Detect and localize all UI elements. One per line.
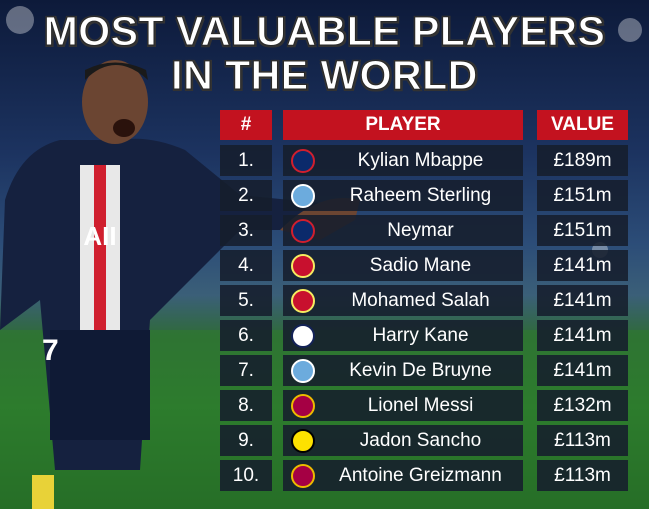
player-name: Antoine Greizmann	[339, 465, 502, 486]
club-badge	[291, 324, 315, 348]
rank-cell: 9.	[220, 425, 272, 456]
rank-cell: 7.	[220, 355, 272, 386]
title-line: MOST VALUABLE PLAYERS	[43, 8, 606, 55]
club-badge	[291, 394, 315, 418]
column-header: PLAYER	[283, 110, 523, 140]
column-header: #	[220, 110, 272, 140]
value-cell: £151m	[537, 180, 628, 211]
player-cell	[283, 320, 523, 351]
player-name: Sadio Mane	[369, 255, 472, 276]
value-cell: £113m	[537, 425, 628, 456]
rank-cell: 10.	[220, 460, 272, 491]
rank-cell: 3.	[220, 215, 272, 246]
column-header: VALUE	[537, 110, 628, 140]
player-cell	[283, 250, 523, 281]
player-name: Jadon Sancho	[359, 430, 482, 451]
club-badge	[291, 254, 315, 278]
player-cell	[283, 425, 523, 456]
player-cell	[283, 460, 523, 491]
club-badge	[291, 149, 315, 173]
player-name: Kevin De Bruyne	[349, 360, 492, 381]
value-cell: £141m	[537, 355, 628, 386]
club-badge	[291, 464, 315, 488]
player-name: Lionel Messi	[367, 395, 474, 416]
club-badge	[291, 219, 315, 243]
rank-cell: 2.	[220, 180, 272, 211]
shirt-logo: AII	[83, 221, 116, 251]
player-cell	[283, 180, 523, 211]
player-name: Raheem Sterling	[349, 185, 492, 206]
rank-cell: 4.	[220, 250, 272, 281]
club-badge	[291, 184, 315, 208]
rank-cell: 5.	[220, 285, 272, 316]
value-cell: £189m	[537, 145, 628, 176]
club-badge	[291, 429, 315, 453]
title-line: IN THE WORLD	[171, 52, 478, 99]
player-name: Mohamed Salah	[351, 290, 490, 311]
value-cell: £113m	[537, 460, 628, 491]
player-name: Neymar	[387, 220, 454, 241]
value-cell: £141m	[537, 320, 628, 351]
value-cell: £141m	[537, 285, 628, 316]
player-cell	[283, 145, 523, 176]
player-name: Kylian Mbappe	[357, 150, 484, 171]
player-cell	[283, 355, 523, 386]
rank-cell: 1.	[220, 145, 272, 176]
player-cell	[283, 285, 523, 316]
player-name: Harry Kane	[372, 325, 469, 346]
value-cell: £151m	[537, 215, 628, 246]
player-cell	[283, 390, 523, 421]
club-badge	[291, 359, 315, 383]
player-cell	[283, 215, 523, 246]
value-cell: £132m	[537, 390, 628, 421]
club-badge	[291, 289, 315, 313]
shirt-number: 7	[42, 334, 59, 367]
rank-cell: 6.	[220, 320, 272, 351]
value-cell: £141m	[537, 250, 628, 281]
rank-cell: 8.	[220, 390, 272, 421]
